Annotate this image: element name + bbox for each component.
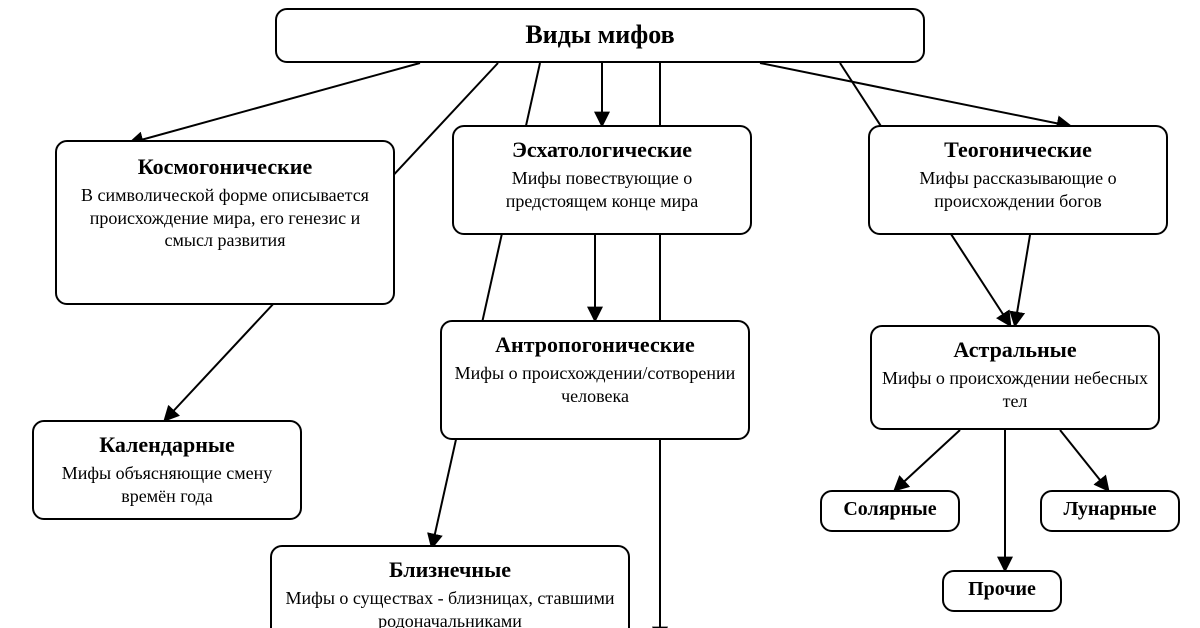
node-desc: Мифы о существах - близницах, ставшими р… bbox=[282, 587, 618, 628]
node-desc: Мифы о происхождении/сотворении человека bbox=[452, 362, 738, 407]
node-title: Календарные bbox=[44, 432, 290, 458]
node-desc: Мифы объясняющие смену времён года bbox=[44, 462, 290, 507]
node-astral: Астральные Мифы о происхождении небесных … bbox=[870, 325, 1160, 430]
node-desc: Мифы рассказывающие о происхождении бого… bbox=[880, 167, 1156, 212]
edge bbox=[1015, 235, 1030, 325]
node-solar: Солярные bbox=[820, 490, 960, 532]
diagram-canvas: Виды мифов Космогонические В символической… bbox=[0, 0, 1200, 628]
edge bbox=[1060, 430, 1108, 490]
node-other: Прочие bbox=[942, 570, 1062, 612]
node-lunar: Лунарные bbox=[1040, 490, 1180, 532]
node-root: Виды мифов bbox=[275, 8, 925, 63]
node-desc: В символической форме описывается происх… bbox=[69, 184, 381, 252]
node-title: Виды мифов bbox=[287, 20, 913, 50]
node-title: Эсхатологические bbox=[464, 137, 740, 163]
node-title: Антропогонические bbox=[452, 332, 738, 358]
node-eschat: Эсхатологические Мифы повествующие о пред… bbox=[452, 125, 752, 235]
edge bbox=[760, 63, 1070, 126]
node-title: Лунарные bbox=[1048, 498, 1172, 521]
edge bbox=[895, 430, 960, 490]
node-desc: Мифы о происхождении небесных тел bbox=[882, 367, 1148, 412]
node-anthro: Антропогонические Мифы о происхождении/со… bbox=[440, 320, 750, 440]
node-theo: Теогонические Мифы рассказывающие о проис… bbox=[868, 125, 1168, 235]
node-title: Астральные bbox=[882, 337, 1148, 363]
node-cosmo: Космогонические В символической форме опи… bbox=[55, 140, 395, 305]
edge bbox=[130, 63, 420, 143]
node-title: Космогонические bbox=[69, 154, 381, 180]
edges-layer bbox=[0, 0, 1200, 628]
node-twin: Близнечные Мифы о существах - близницах, … bbox=[270, 545, 630, 628]
node-title: Солярные bbox=[828, 498, 952, 521]
node-title: Близнечные bbox=[282, 557, 618, 583]
node-desc: Мифы повествующие о предстоящем конце ми… bbox=[464, 167, 740, 212]
node-title: Прочие bbox=[950, 578, 1054, 601]
node-calend: Календарные Мифы объясняющие смену времён… bbox=[32, 420, 302, 520]
node-title: Теогонические bbox=[880, 137, 1156, 163]
